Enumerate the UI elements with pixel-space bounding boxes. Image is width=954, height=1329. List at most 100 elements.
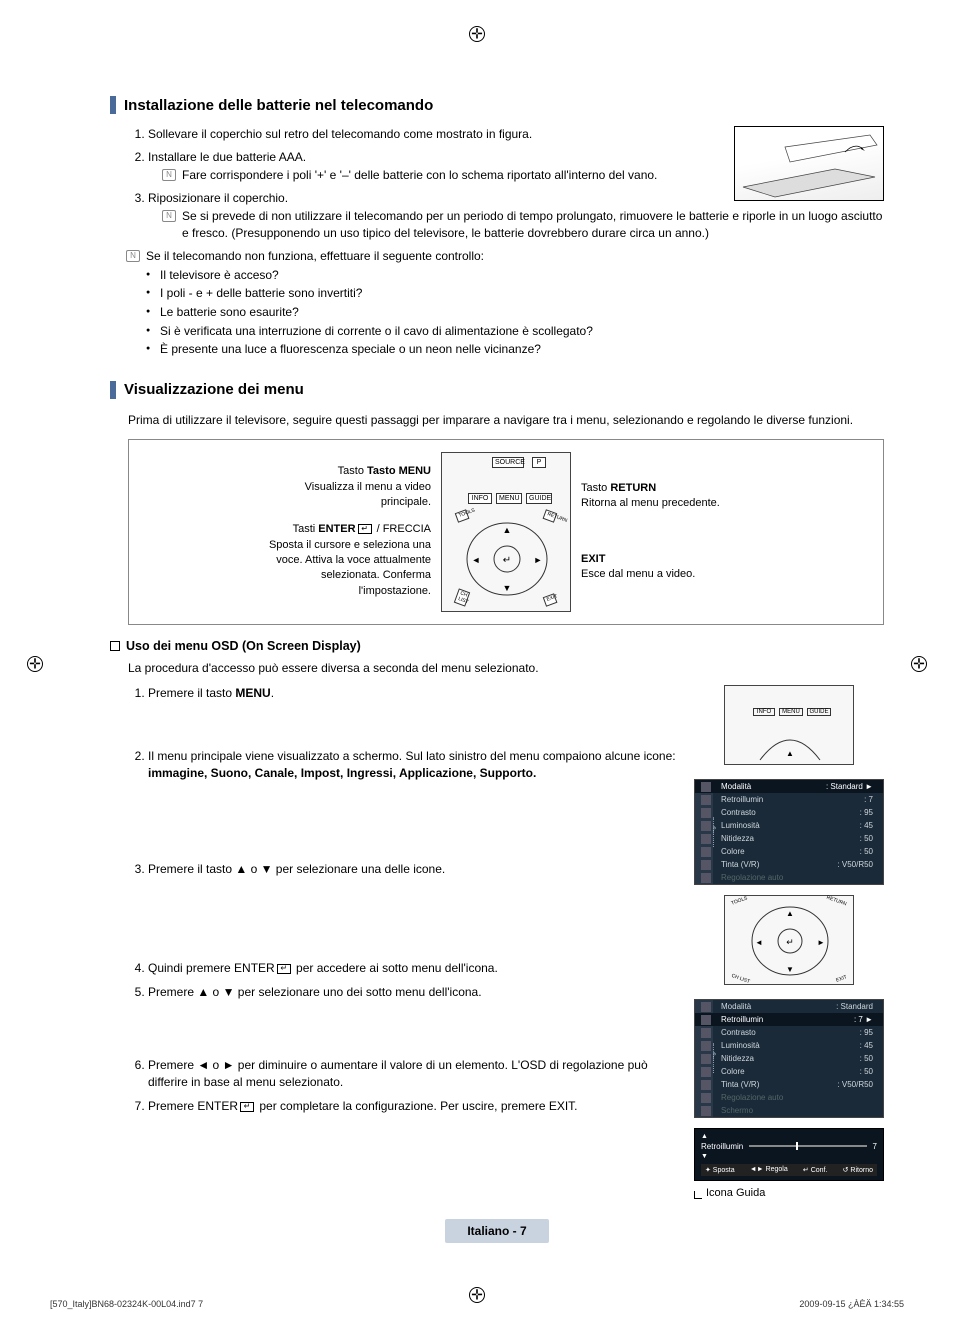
osd-row-label: Schermo [721, 1106, 753, 1115]
osd-row-label: Nitidezza [721, 834, 754, 843]
return-label: Tasto RETURN Ritorna al menu precedente. [581, 481, 751, 512]
section1-body: Sollevare il coperchio sul retro del tel… [110, 126, 884, 359]
osd-list: Premere il tasto MENU. [148, 685, 676, 702]
slider-value: 7 [873, 1142, 877, 1151]
osd-row: Regolazione auto [695, 1091, 883, 1104]
slider-track [749, 1145, 866, 1147]
chlist-button: CH LIST [454, 588, 470, 606]
note-icon [162, 210, 176, 222]
osd-row-value: : 45 [860, 821, 873, 830]
osd-row-value: : V50/R50 [837, 860, 873, 869]
osd-row-label: Tinta (V/R) [721, 860, 759, 869]
osd-row-icon [701, 1093, 711, 1103]
osd-row-icon [701, 808, 711, 818]
dpad-icon: ↵ ▲ ▼ ◄ ► [747, 902, 833, 980]
list-item: Premere ◄ o ► per diminuire o aumentare … [148, 1057, 676, 1092]
section-bar [110, 96, 116, 114]
osd-row-label: Regolazione auto [721, 1093, 783, 1102]
osd-row-icon [701, 795, 711, 805]
menu-label: Tasto Tasto MENU Visualizza il menu a vi… [261, 464, 431, 510]
osd-row: Modalità: Standard ► [695, 780, 883, 793]
bullet-item: Il televisore è acceso? [146, 266, 884, 285]
exit-label: EXIT Esce dal menu a video. [581, 552, 751, 583]
list-item: Premere ENTER per completare la configur… [148, 1098, 676, 1115]
slider-knob [796, 1142, 798, 1150]
label-desc: Ritorna al menu precedente. [581, 497, 720, 509]
label-desc: Visualizza il menu a video principale. [305, 481, 431, 508]
footer-item: ◄► Regola [750, 1166, 788, 1174]
note-text: Fare corrispondere i poli '+' e '–' dell… [182, 167, 657, 184]
label-text: / FRECCIA [374, 523, 431, 535]
step-text: per accedere ai sotto menu dell'icona. [293, 961, 498, 975]
svg-text:◄: ◄ [755, 938, 763, 947]
note-text: Se il telecomando non funziona, effettua… [146, 248, 484, 265]
bullet-item: Si è verificata una interruzione di corr… [146, 322, 884, 341]
osd-heading: Uso dei menu OSD (On Screen Display) [110, 639, 884, 653]
osd-row: Schermo [695, 1104, 883, 1117]
osd-row-icon [701, 1067, 711, 1077]
label-desc: Esce dal menu a video. [581, 568, 695, 580]
page-badge: Italiano - 7 [445, 1219, 548, 1243]
osd-row-icon [701, 847, 711, 857]
osd-list: Quindi premere ENTER per accedere ai sot… [148, 960, 676, 1001]
note-icon [162, 169, 176, 181]
svg-text:◄: ◄ [472, 555, 481, 565]
osd-row: Regolazione auto [695, 871, 883, 884]
svg-text:↵: ↵ [786, 937, 794, 947]
osd-row-value: : 95 [860, 1028, 873, 1037]
doc-footer-left: [570_Italy]BN68-02324K-00L04.ind7 7 [50, 1299, 203, 1309]
slider-line: Retroillumin 7 [701, 1142, 877, 1151]
osd-row: Colore: 50 [695, 845, 883, 858]
mini-remote-top: INFO MENU GUIDE ▲ [724, 685, 854, 765]
section2-title: Visualizzazione dei menu [124, 381, 304, 398]
bullet-item: Le batterie sono esaurite? [146, 303, 884, 322]
osd-row-icon [701, 1106, 711, 1116]
dpad-partial: ▲ [755, 730, 825, 764]
item-text: Riposizionare il coperchio. [148, 191, 288, 205]
section-heading: Visualizzazione dei menu [110, 381, 884, 399]
section-bar [110, 381, 116, 399]
menu-button: MENU [779, 708, 803, 716]
list-item: Quindi premere ENTER per accedere ai sot… [148, 960, 676, 977]
step-text: Il menu principale viene visualizzato a … [148, 749, 676, 763]
osd-intro: La procedura d'accesso può essere divers… [128, 659, 884, 677]
note: Fare corrispondere i poli '+' e '–' dell… [162, 167, 724, 184]
osd-row-icon [701, 1041, 711, 1051]
svg-text:►: ► [534, 555, 543, 565]
tools-label: TOOLS [730, 895, 748, 906]
osd-row-icon [701, 821, 711, 831]
label-desc: Sposta il cursore e seleziona una voce. … [269, 539, 431, 597]
info-button: INFO [468, 493, 492, 505]
osd-row: Colore: 50 [695, 1065, 883, 1078]
osd-row-value: : 50 [860, 1054, 873, 1063]
enter-icon [358, 524, 372, 534]
osd-row-value: : 7 [864, 795, 873, 804]
list-item: Premere il tasto MENU. [148, 685, 676, 702]
osd-row: Luminosità: 45 [695, 1039, 883, 1052]
svg-text:↵: ↵ [503, 555, 511, 566]
osd-menu-2: Modalità: StandardRetroillumin: 7 ►Contr… [694, 999, 884, 1118]
osd-row-label: Contrasto [721, 1028, 756, 1037]
remote-image: SOURCE P INFO MENU GUIDE TOOLS RETURN ↵ … [441, 452, 571, 612]
note: Se si prevede di non utilizzare il telec… [162, 208, 884, 243]
svg-text:▲: ▲ [503, 525, 512, 535]
osd-row-icon [701, 1015, 711, 1025]
osd-row-icon [701, 834, 711, 844]
enter-icon [277, 964, 291, 974]
bullet-list: Il televisore è acceso? I poli - e + del… [146, 266, 884, 359]
section1-title: Installazione delle batterie nel telecom… [124, 97, 433, 114]
osd-row-value: : Standard [836, 1002, 873, 1011]
osd-row-value: : V50/R50 [837, 1080, 873, 1089]
enter-icon [240, 1102, 254, 1112]
footer-item: ↵ Conf. [803, 1166, 828, 1174]
osd-row-value: : 95 [860, 808, 873, 817]
osd-row: Tinta (V/R) : V50/R50 [695, 858, 883, 871]
osd-row-icon [701, 1054, 711, 1064]
guide-button: GUIDE [526, 493, 552, 505]
osd-row-label: Retroillumin [721, 1015, 763, 1024]
guide-button: GUIDE [807, 708, 831, 716]
svg-text:►: ► [817, 938, 825, 947]
registration-mark [27, 656, 43, 672]
osd-row: Nitidezza: 50 [695, 1052, 883, 1065]
osd-row: Contrasto : 95 [695, 1026, 883, 1039]
